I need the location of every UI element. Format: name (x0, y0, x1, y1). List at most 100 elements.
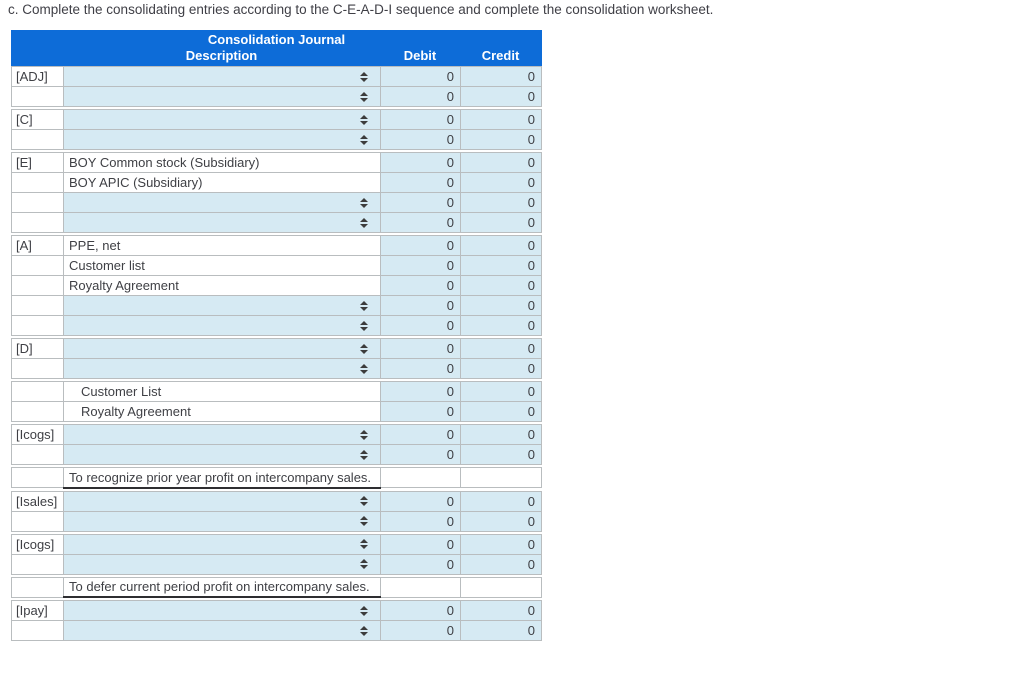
debit-input[interactable]: 0 (380, 212, 461, 233)
description-select[interactable] (63, 424, 381, 445)
debit-input[interactable]: 0 (380, 358, 461, 379)
credit-input[interactable]: 0 (460, 66, 542, 87)
select-inner (65, 68, 380, 86)
journal-header: Consolidation Journal Description Debit … (11, 30, 542, 66)
credit-input[interactable]: 0 (460, 192, 542, 213)
description-select[interactable] (63, 109, 381, 130)
debit-input[interactable]: 0 (380, 553, 461, 575)
entry-label (11, 315, 64, 336)
journal-row: To defer current period profit on interc… (11, 576, 542, 598)
select-inner (65, 512, 380, 530)
entry-label: [Ipay] (11, 600, 64, 621)
description-select[interactable] (63, 86, 381, 107)
description-select[interactable] (63, 510, 381, 532)
description-select[interactable] (63, 358, 381, 379)
debit-input[interactable]: 0 (380, 381, 461, 402)
credit-input[interactable]: 0 (460, 86, 542, 107)
credit-input[interactable]: 0 (460, 152, 542, 173)
select-inner (65, 555, 380, 573)
debit-input[interactable]: 0 (380, 172, 461, 193)
credit-input[interactable]: 0 (460, 129, 542, 150)
debit-input[interactable]: 0 (380, 235, 461, 256)
debit-input[interactable]: 0 (380, 192, 461, 213)
debit-input[interactable]: 0 (380, 338, 461, 359)
debit-input[interactable]: 0 (380, 152, 461, 173)
credit-input[interactable]: 0 (460, 533, 542, 555)
credit-input[interactable]: 0 (460, 444, 542, 465)
debit-input[interactable]: 0 (380, 620, 461, 641)
credit-input[interactable]: 0 (460, 275, 542, 296)
journal-section: [ADJ] 0 0 0 0 (11, 66, 542, 107)
updown-arrows-icon (360, 197, 368, 208)
credit-input[interactable]: 0 (460, 490, 542, 512)
debit-input[interactable]: 0 (380, 86, 461, 107)
select-inner (65, 492, 380, 510)
journal-section: [Isales] 0 0 0 0 (11, 490, 542, 532)
debit-input[interactable]: 0 (380, 490, 461, 512)
debit-input[interactable]: 0 (380, 275, 461, 296)
updown-arrows-icon (360, 559, 368, 569)
debit-input[interactable]: 0 (380, 255, 461, 276)
credit-input[interactable]: 0 (460, 109, 542, 130)
entry-label (11, 620, 64, 641)
credit-input[interactable]: 0 (460, 315, 542, 336)
description-select[interactable] (63, 212, 381, 233)
credit-input[interactable]: 0 (460, 358, 542, 379)
description-select[interactable] (63, 66, 381, 87)
credit-input[interactable]: 0 (460, 600, 542, 621)
select-inner (65, 194, 380, 212)
credit-input[interactable]: 0 (460, 620, 542, 641)
debit-input[interactable]: 0 (380, 600, 461, 621)
description-text: BOY Common stock (Subsidiary) (63, 152, 381, 173)
credit-input[interactable]: 0 (460, 338, 542, 359)
description-select[interactable] (63, 620, 381, 641)
description-select[interactable] (63, 444, 381, 465)
updown-arrows-icon (360, 539, 368, 549)
description-select[interactable] (63, 192, 381, 213)
description-select[interactable] (63, 129, 381, 150)
debit-input[interactable]: 0 (380, 109, 461, 130)
credit-input[interactable]: 0 (460, 553, 542, 575)
debit-input[interactable]: 0 (380, 533, 461, 555)
debit-input[interactable]: 0 (380, 66, 461, 87)
description-select[interactable] (63, 295, 381, 316)
debit-input[interactable]: 0 (380, 510, 461, 532)
debit-input[interactable]: 0 (380, 295, 461, 316)
description-note: To defer current period profit on interc… (63, 576, 381, 598)
credit-input[interactable]: 0 (460, 255, 542, 276)
credit-input[interactable]: 0 (460, 172, 542, 193)
debit-input[interactable]: 0 (380, 444, 461, 465)
credit-input[interactable]: 0 (460, 510, 542, 532)
debit-input[interactable]: 0 (380, 424, 461, 445)
credit-input[interactable]: 0 (460, 381, 542, 402)
description-select[interactable] (63, 553, 381, 575)
description-note: To recognize prior year profit on interc… (63, 467, 381, 489)
credit-input[interactable]: 0 (460, 295, 542, 316)
description-text: Royalty Agreement (63, 401, 381, 422)
description-select[interactable] (63, 315, 381, 336)
entry-label: [Icogs] (11, 424, 64, 445)
credit-input[interactable]: 0 (460, 424, 542, 445)
description-select[interactable] (63, 600, 381, 621)
credit-input[interactable]: 0 (460, 401, 542, 422)
debit-input[interactable]: 0 (380, 401, 461, 422)
description-select[interactable] (63, 490, 381, 512)
journal-row: [Icogs] 0 0 (11, 424, 542, 445)
debit-cell (380, 576, 461, 598)
journal-row: [A] PPE, net 0 0 (11, 235, 542, 256)
entry-label: [D] (11, 338, 64, 359)
description-select[interactable] (63, 338, 381, 359)
debit-input[interactable]: 0 (380, 129, 461, 150)
description-select[interactable] (63, 533, 381, 555)
journal-row: [D] 0 0 (11, 338, 542, 359)
credit-input[interactable]: 0 (460, 212, 542, 233)
debit-input[interactable]: 0 (380, 315, 461, 336)
credit-input[interactable]: 0 (460, 235, 542, 256)
